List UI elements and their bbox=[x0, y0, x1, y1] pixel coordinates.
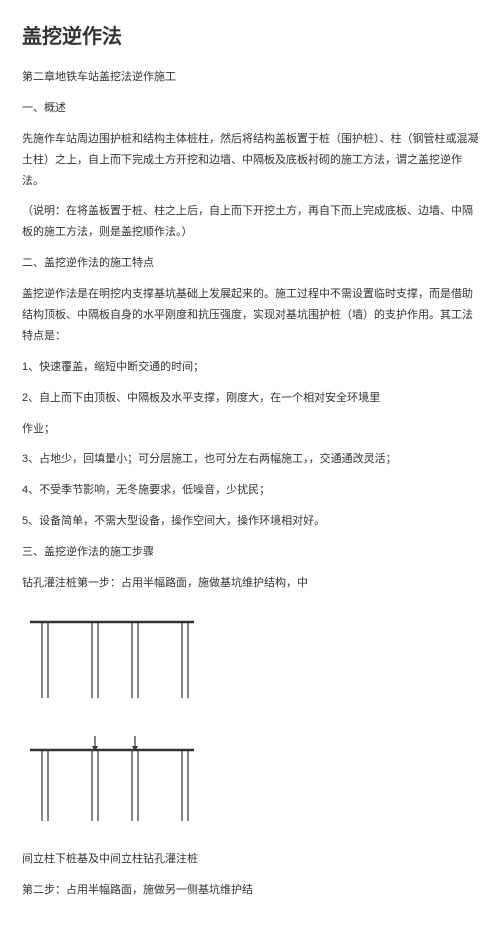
diagram-step-2 bbox=[22, 726, 482, 831]
diagram-step-1 bbox=[22, 608, 482, 708]
paragraph: 钻孔灌注桩第一步：占用半幅路面，施做基坑维护结构，中 bbox=[22, 573, 482, 594]
list-item: 1、快速覆盖，缩短中断交通的时间； bbox=[22, 357, 482, 378]
page-title: 盖挖逆作法 bbox=[22, 20, 482, 49]
paragraph: 间立柱下桩基及中间立柱钻孔灌注桩 bbox=[22, 849, 482, 870]
list-item: 4、不受季节影响，无冬施要求，低噪音，少扰民； bbox=[22, 480, 482, 501]
section-heading: 三、盖挖逆作法的施工步骤 bbox=[22, 542, 482, 563]
paragraph: 先施作车站周边围护桩和结构主体桩柱，然后将结构盖板置于桩（围护桩）、柱（钢管柱或… bbox=[22, 129, 482, 192]
paragraph: 第二章地铁车站盖挖法逆作施工 bbox=[22, 67, 482, 88]
paragraph: （说明：在将盖板置于桩、柱之上后，自上而下开挖土方，再自下而上完成底板、边墙、中… bbox=[22, 201, 482, 243]
list-item: 3、占地少，回填量小；可分层施工，也可分左右两幅施工，，交通通改灵活； bbox=[22, 449, 482, 470]
paragraph: 作业； bbox=[22, 419, 482, 440]
pile-diagram-1 bbox=[22, 608, 202, 703]
section-heading: 二、盖挖逆作法的施工特点 bbox=[22, 253, 482, 274]
paragraph: 盖挖逆作法是在明挖内支撑基坑基础上发展起来的。施工过程中不需设置临时支撑，而是借… bbox=[22, 284, 482, 347]
paragraph: 第二步：占用半幅路面，施做另一侧基坑维护结 bbox=[22, 880, 482, 901]
section-heading: 一、概述 bbox=[22, 98, 482, 119]
list-item: 2、自上而下由顶板、中隔板及水平支撑，刚度大，在一个相对安全环境里 bbox=[22, 388, 482, 409]
list-item: 5、设备简单，不需大型设备，操作空间大，操作环境相对好。 bbox=[22, 511, 482, 532]
pile-diagram-2 bbox=[22, 726, 202, 826]
